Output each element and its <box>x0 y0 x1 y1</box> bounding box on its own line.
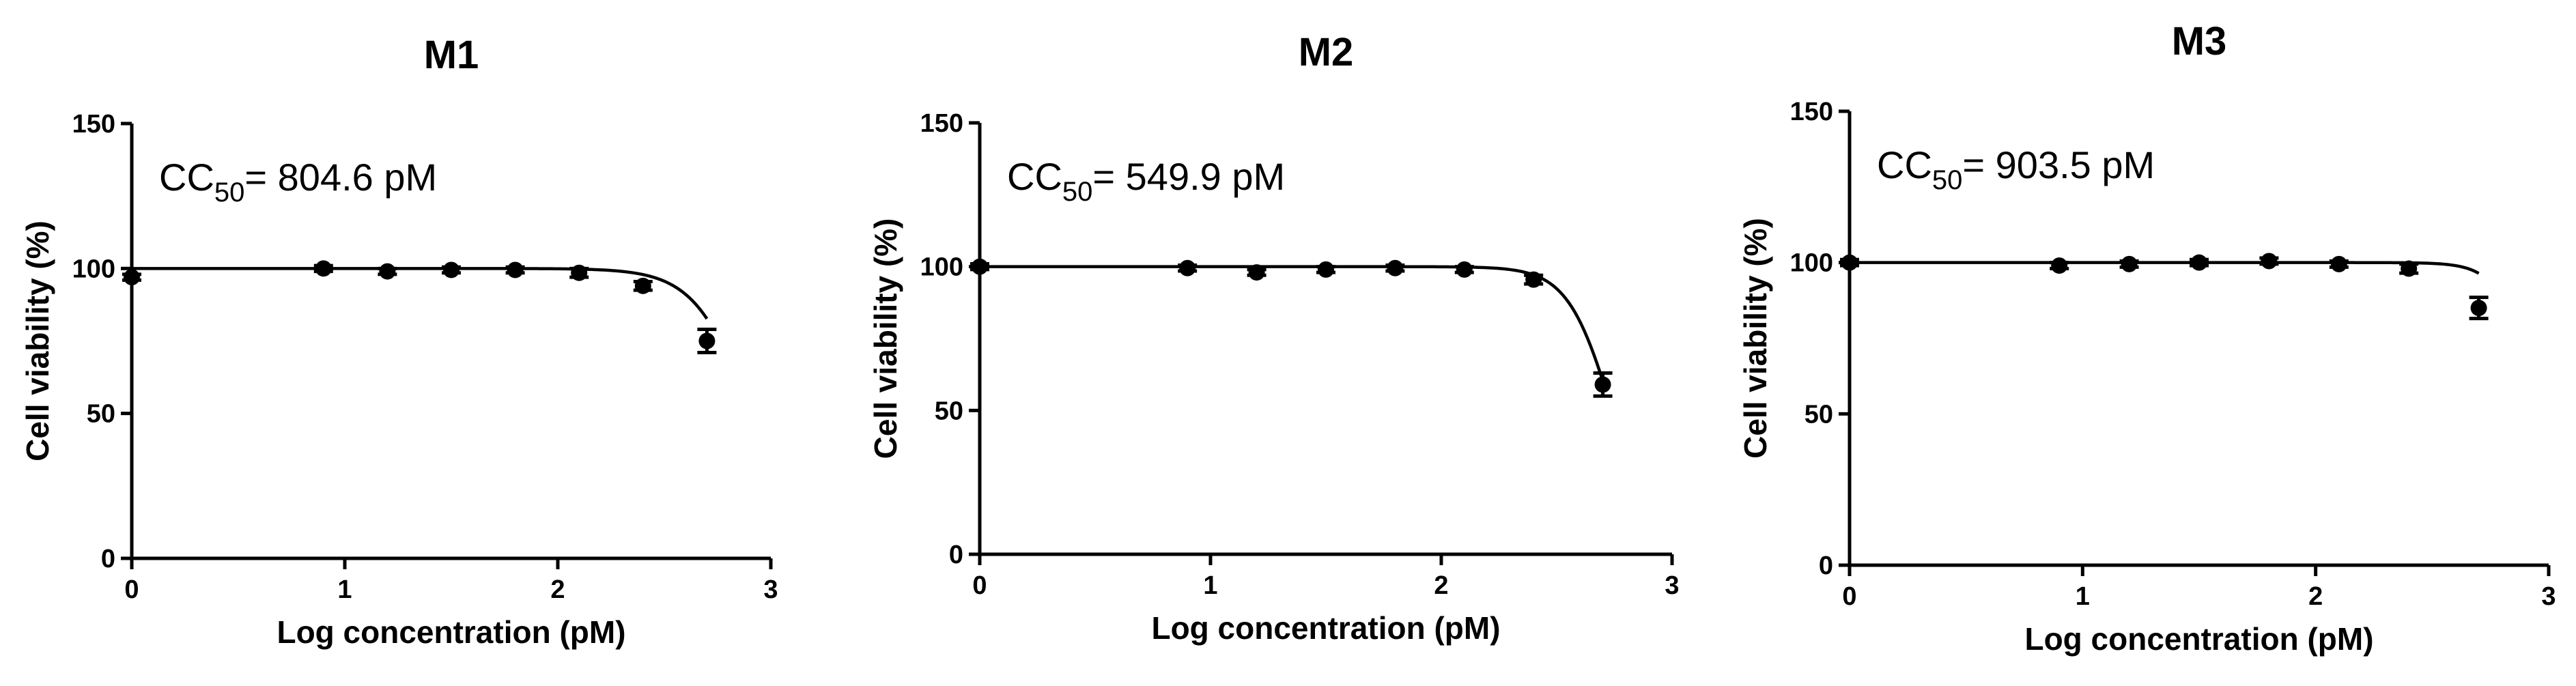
cc50-prefix: CC <box>1007 155 1062 198</box>
data-point <box>2051 257 2068 274</box>
x-tick-label: 3 <box>1665 571 1679 600</box>
chart-panel-1: M1 0 1 2 3 0 50 100 150 Log concentration (pM) Cel… <box>20 33 778 650</box>
cc50-prefix: CC <box>1877 143 1932 186</box>
y-tick-label: 150 <box>920 109 963 138</box>
y-axis-title: Cell viability (%) <box>868 218 903 459</box>
y-tick-label: 0 <box>949 541 963 569</box>
data-point <box>315 260 332 277</box>
x-tick-label: 2 <box>1434 571 1448 600</box>
chart-panel-2: M2 0 1 2 3 0 50 100 150 Log concentration (pM) Cel… <box>868 30 1680 646</box>
chart-title: M1 <box>424 33 479 77</box>
x-tick-label: 0 <box>972 571 987 600</box>
data-point <box>1525 271 1542 288</box>
y-tick-label: 50 <box>1804 400 1833 429</box>
chart-panel-3: M3 0 1 2 3 0 50 100 150 Log concentration (pM) Cel… <box>1738 19 2556 657</box>
y-tick-label: 100 <box>920 253 963 282</box>
data-point <box>2470 300 2487 317</box>
cc50-prefix: CC <box>159 156 214 199</box>
y-tick-label: 0 <box>1819 552 1833 580</box>
y-axis-title: Cell viability (%) <box>1738 218 1773 459</box>
data-point <box>379 263 396 280</box>
data-point <box>124 269 140 286</box>
y-tick-label: 100 <box>72 255 115 283</box>
data-point <box>1318 261 1334 278</box>
data-point <box>1179 259 1196 276</box>
x-tick-label: 0 <box>124 575 139 604</box>
cc50-subscript: 50 <box>214 177 245 208</box>
data-point <box>571 264 588 281</box>
fit-curve <box>132 267 709 320</box>
data-point <box>1248 264 1265 281</box>
cc50-annotation: CC50= 804.6 pM <box>159 156 437 208</box>
y-axis-title: Cell viability (%) <box>20 220 55 461</box>
cc50-annotation: CC50= 549.9 pM <box>1007 155 1285 207</box>
x-tick-label: 1 <box>1203 571 1217 600</box>
x-tick-label: 0 <box>1842 582 1856 611</box>
fit-curve <box>1850 261 2480 275</box>
cc50-value: = 804.6 pM <box>244 156 437 199</box>
fit-curve <box>980 265 1604 382</box>
x-tick-label: 1 <box>2076 582 2090 611</box>
x-tick-label: 3 <box>2541 582 2556 611</box>
data-point <box>2261 253 2278 270</box>
data-point <box>972 258 988 275</box>
data-point <box>698 332 716 349</box>
cc50-value: = 903.5 pM <box>1962 143 2155 186</box>
y-tick-label: 50 <box>87 400 115 429</box>
data-point <box>1841 254 1858 271</box>
chart-title: M2 <box>1299 30 1354 74</box>
data-point <box>2401 260 2418 277</box>
data-point <box>1456 261 1473 278</box>
x-axis-title: Log concentration (pM) <box>2024 621 2373 657</box>
x-tick-label: 1 <box>337 575 352 604</box>
data-point <box>2191 254 2207 271</box>
x-tick-label: 3 <box>763 575 778 604</box>
data-point <box>2330 255 2347 272</box>
data-point <box>1387 259 1404 276</box>
data-point <box>2121 255 2138 272</box>
data-point <box>1594 376 1611 393</box>
x-tick-label: 2 <box>550 575 565 604</box>
y-tick-label: 150 <box>72 110 115 139</box>
data-point <box>634 277 651 294</box>
cc50-annotation: CC50= 903.5 pM <box>1877 143 2155 195</box>
y-tick-label: 50 <box>935 397 963 425</box>
data-point <box>507 261 524 278</box>
x-tick-label: 2 <box>2308 582 2323 611</box>
cc50-subscript: 50 <box>1062 177 1093 207</box>
chart-title: M3 <box>2172 19 2227 63</box>
y-tick-label: 0 <box>101 545 115 573</box>
y-tick-label: 100 <box>1790 249 1833 278</box>
y-tick-label: 150 <box>1790 98 1833 126</box>
cc50-value: = 549.9 pM <box>1092 155 1285 198</box>
cc50-subscript: 50 <box>1932 165 1963 195</box>
x-axis-title: Log concentration (pM) <box>277 614 625 650</box>
data-point <box>443 261 459 278</box>
x-axis-title: Log concentration (pM) <box>1151 610 1500 646</box>
